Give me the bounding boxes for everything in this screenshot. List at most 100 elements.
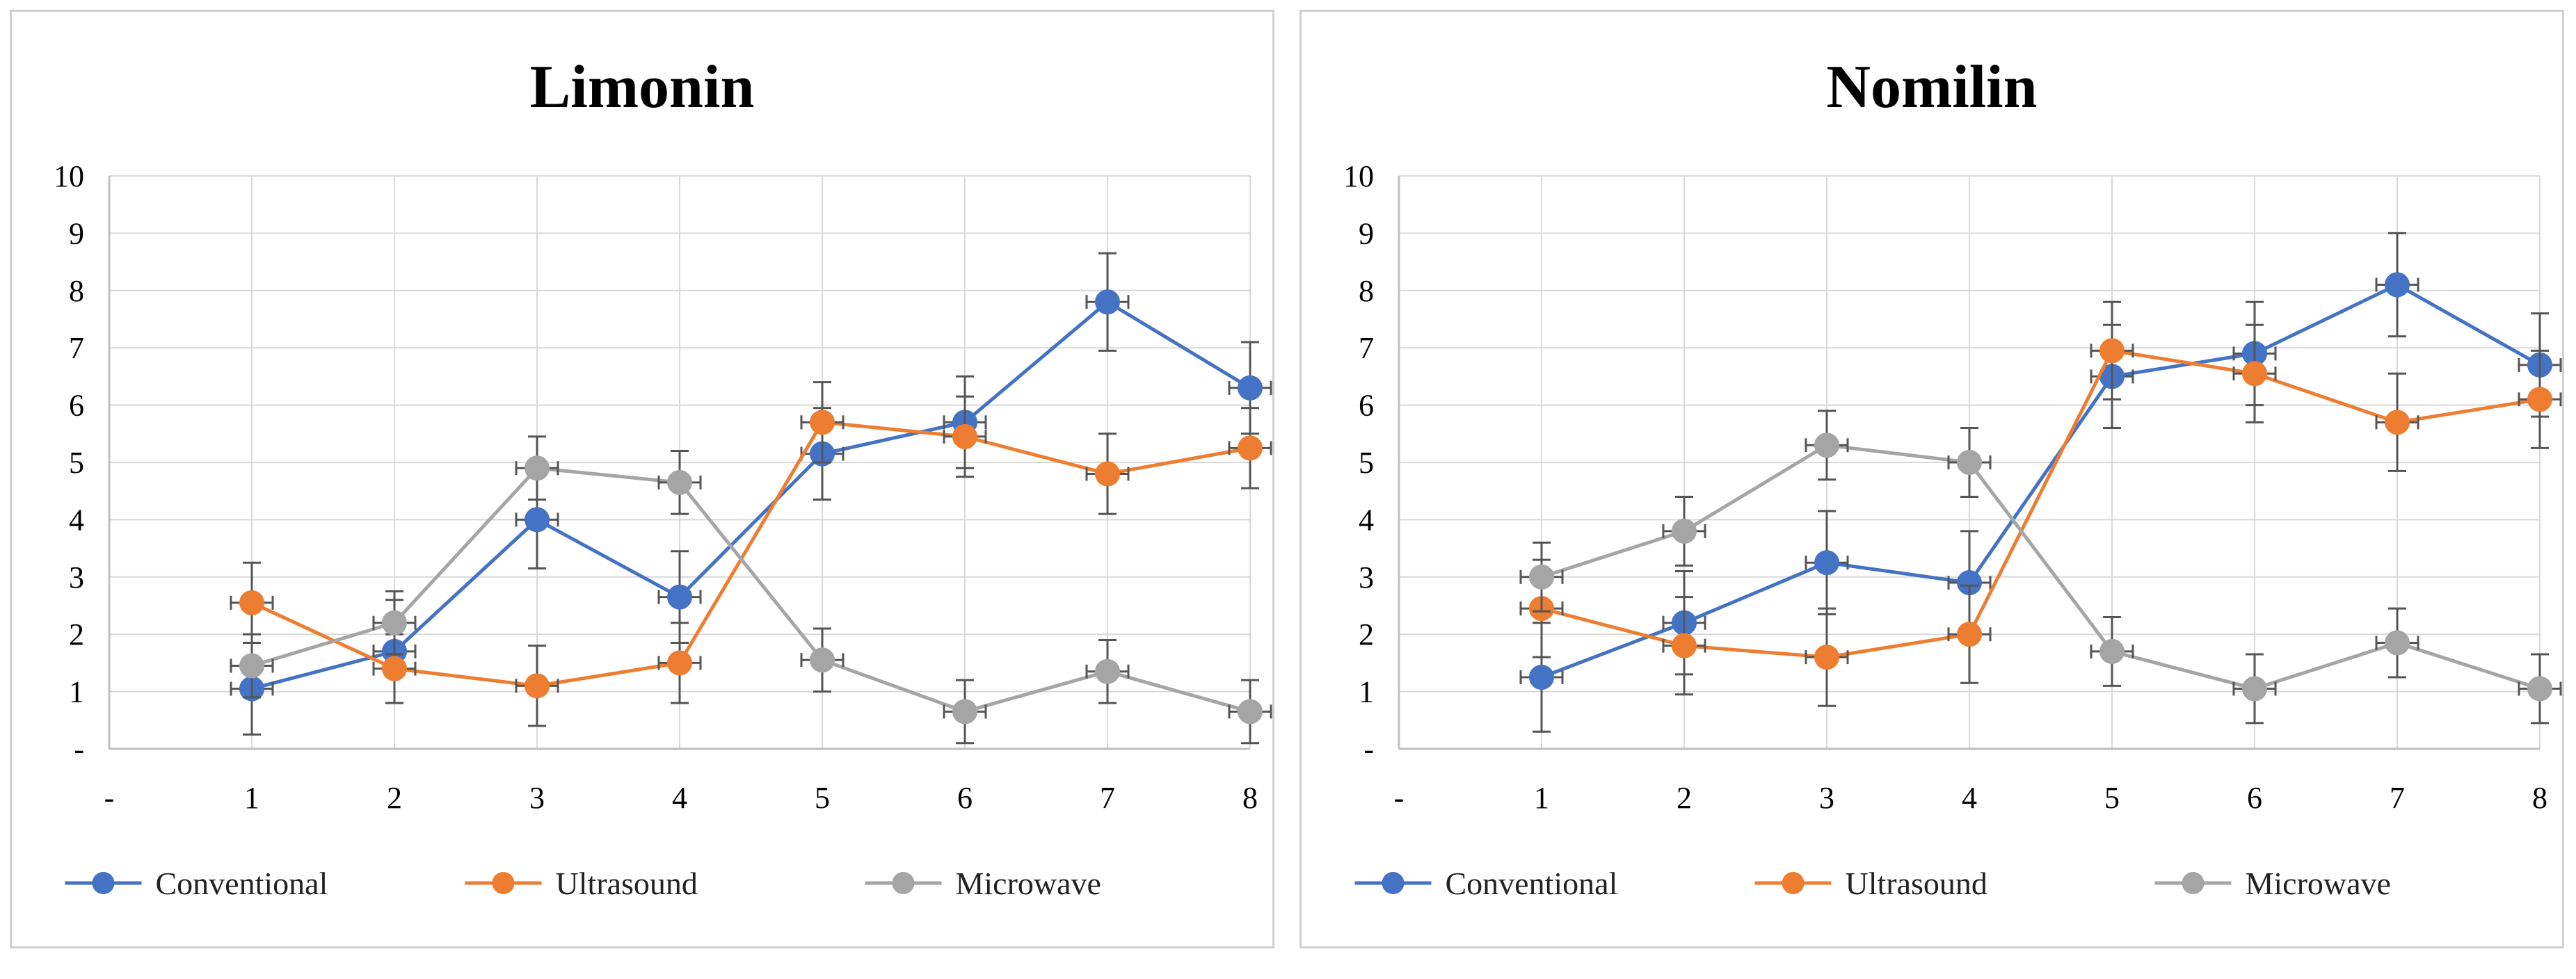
y-tick-label: 5 <box>1359 446 1374 480</box>
data-point <box>952 699 977 725</box>
data-point <box>1238 699 1263 725</box>
y-tick-label: 3 <box>1359 560 1374 594</box>
x-tick-label: 2 <box>387 781 402 815</box>
data-point <box>810 410 835 435</box>
y-tick-label: 8 <box>1359 274 1374 308</box>
legend-marker <box>92 872 115 894</box>
x-tick-label: 4 <box>672 781 687 815</box>
legend-marker <box>892 872 915 894</box>
data-point <box>1814 645 1839 670</box>
data-point <box>1814 432 1839 458</box>
legend-label: Microwave <box>2246 866 2391 901</box>
data-point <box>952 423 977 449</box>
y-tick-label: 1 <box>69 675 84 709</box>
data-point <box>382 610 407 636</box>
series-line <box>1541 282 2541 679</box>
y-tick-label: 7 <box>69 331 84 365</box>
series-line <box>1541 348 2541 659</box>
x-tick-label: 5 <box>2104 781 2120 815</box>
legend-item-conventional: Conventional <box>65 866 328 901</box>
legend-label: Conventional <box>1446 866 1618 901</box>
data-point <box>1095 289 1120 315</box>
nomilin-plot: - 1 2 3 4 5 6 7 8 9 10 - 1 2 3 4 5 6 7 8 Conventional Ultraso… <box>1343 159 2562 901</box>
data-point <box>667 584 692 610</box>
legend-label: Microwave <box>956 866 1101 901</box>
series-conventional <box>1519 232 2562 733</box>
chart-title: Nomilin <box>1826 54 2038 121</box>
y-tick-label: 4 <box>1359 503 1374 537</box>
data-point <box>2385 630 2410 656</box>
legend-label: Ultrasound <box>556 866 698 901</box>
series-microwave <box>230 435 1272 745</box>
y-tick-label: 3 <box>69 560 84 594</box>
legend-item-ultrasound: Ultrasound <box>1754 866 1987 901</box>
y-tick-label: 10 <box>54 159 84 193</box>
data-point <box>1814 550 1839 576</box>
series-line <box>251 466 1251 714</box>
y-tick-label: 10 <box>1343 159 1374 193</box>
x-tick-label: 8 <box>1242 781 1258 815</box>
legend-marker <box>1782 872 1805 894</box>
y-tick-label: 1 <box>1359 675 1374 709</box>
data-point <box>2242 676 2267 702</box>
data-point <box>810 647 835 673</box>
y-tick-label: 9 <box>69 216 84 250</box>
x-tick-label: 6 <box>2247 781 2262 815</box>
y-tick-label: - <box>1363 732 1374 766</box>
data-point <box>1238 375 1263 400</box>
x-tick-label: 1 <box>244 781 259 815</box>
data-point <box>1672 633 1697 658</box>
data-point <box>525 455 550 481</box>
data-point <box>2385 410 2410 435</box>
data-point <box>2527 387 2552 412</box>
data-point <box>1529 564 1554 590</box>
x-tick-label: 3 <box>529 781 545 815</box>
data-point <box>1529 665 1554 690</box>
y-tick-label: 4 <box>69 503 84 537</box>
x-tick-label: 8 <box>2532 781 2547 815</box>
data-point <box>525 507 550 533</box>
data-point <box>1238 435 1263 461</box>
data-point <box>2385 272 2410 298</box>
limonin-chart-panel: Limonin - 1 2 3 4 5 6 7 8 9 10 - 1 2 3 4 5 6 7 8 Conventiona… <box>10 10 1274 948</box>
data-point <box>1095 658 1120 684</box>
data-point <box>525 673 550 699</box>
data-point <box>2099 638 2125 664</box>
x-tick-label: 7 <box>1100 781 1115 815</box>
y-tick-label: 6 <box>1359 389 1374 423</box>
limonin-plot: - 1 2 3 4 5 6 7 8 9 10 - 1 2 3 4 5 6 7 8 Conventional Ultraso… <box>54 159 1272 901</box>
legend: Conventional Ultrasound Microwave <box>65 866 1101 901</box>
x-tick-label: 2 <box>1677 781 1692 815</box>
chart-title: Limonin <box>529 54 755 121</box>
y-tick-label: 5 <box>69 446 84 480</box>
legend-label: Conventional <box>156 866 328 901</box>
data-point <box>667 650 692 676</box>
data-point <box>1672 518 1697 544</box>
x-tick-label: 4 <box>1962 781 1977 815</box>
y-tick-label: 2 <box>69 617 84 652</box>
series-microwave <box>1519 410 2562 725</box>
data-point <box>239 590 264 615</box>
data-point <box>2099 338 2125 364</box>
series-line <box>251 300 1251 690</box>
x-tick-label: - <box>1394 781 1405 815</box>
legend-marker <box>2182 872 2205 894</box>
legend-item-microwave: Microwave <box>865 866 1101 901</box>
data-point <box>2242 361 2267 387</box>
x-tick-label: 1 <box>1534 781 1549 815</box>
data-point <box>239 653 264 679</box>
legend-item-ultrasound: Ultrasound <box>465 866 698 901</box>
series-line <box>1541 443 2541 691</box>
y-tick-label: 8 <box>69 274 84 308</box>
series-ultrasound <box>230 381 1272 727</box>
y-tick-label: - <box>74 732 84 766</box>
y-tick-label: 6 <box>69 389 84 423</box>
y-tick-label: 7 <box>1359 331 1374 365</box>
legend-marker <box>492 872 515 894</box>
legend-label: Ultrasound <box>1846 866 1987 901</box>
y-tick-label: 2 <box>1359 617 1374 652</box>
data-point <box>1957 622 1982 647</box>
legend-item-conventional: Conventional <box>1354 866 1618 901</box>
y-tick-label: 9 <box>1359 216 1374 250</box>
legend-marker <box>1382 872 1405 894</box>
